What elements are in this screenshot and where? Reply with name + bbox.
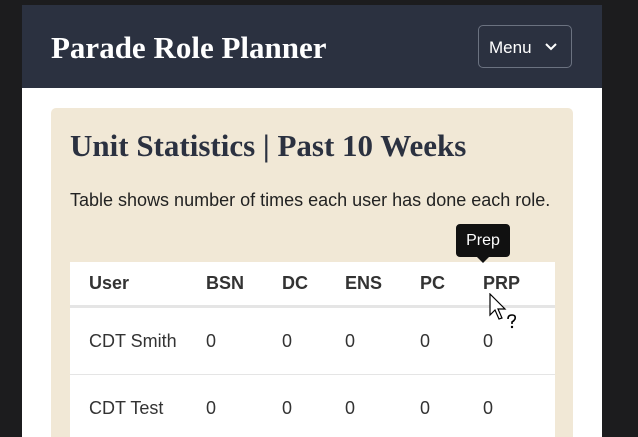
count-cell: 0 [206, 306, 282, 375]
count-cell: 0 [345, 374, 420, 437]
table-row: CDT Test000000 [70, 374, 555, 437]
user-cell: CDT Test [70, 374, 206, 437]
count-cell: 0 [345, 306, 420, 375]
column-header: ENS [345, 262, 420, 308]
user-cell: CDT Smith [70, 306, 206, 375]
menu-label: Menu [489, 38, 532, 57]
count-cell: 0 [282, 374, 345, 437]
navbar: Parade Role Planner Menu [22, 5, 602, 88]
table-container: UserBSNDCENSPCPRPQICDT Smith000000CDT Te… [70, 262, 555, 437]
column-header: User [70, 262, 206, 308]
column-header: PC [420, 262, 483, 308]
count-cell: 0 [420, 374, 483, 437]
menu-button[interactable]: Menu [478, 25, 572, 68]
count-cell: 0 [483, 306, 555, 375]
column-header: BSN [206, 262, 282, 308]
table-row: CDT Smith000000 [70, 306, 555, 375]
brand[interactable]: Parade Role Planner [51, 30, 327, 65]
table-body: CDT Smith000000CDT Test000000 [70, 306, 555, 437]
count-cell: 0 [420, 306, 483, 375]
card-title: Unit Statistics | Past 10 Weeks [70, 128, 467, 163]
stats-table: UserBSNDCENSPCPRPQICDT Smith000000CDT Te… [70, 262, 555, 437]
header-row: UserBSNDCENSPCPRPQI [70, 262, 555, 308]
cursor [489, 293, 516, 329]
count-cell: 0 [483, 374, 555, 437]
page: Parade Role Planner Menu Unit Statistics… [22, 5, 602, 437]
column-header: DC [282, 262, 345, 308]
tooltip: Prep [456, 224, 510, 263]
count-cell: 0 [206, 374, 282, 437]
chevron-icon [545, 43, 557, 51]
count-cell: 0 [282, 306, 345, 375]
card-description: Table shows number of times each user ha… [70, 190, 551, 210]
card: Unit Statistics | Past 10 Weeks Table sh… [51, 108, 573, 437]
